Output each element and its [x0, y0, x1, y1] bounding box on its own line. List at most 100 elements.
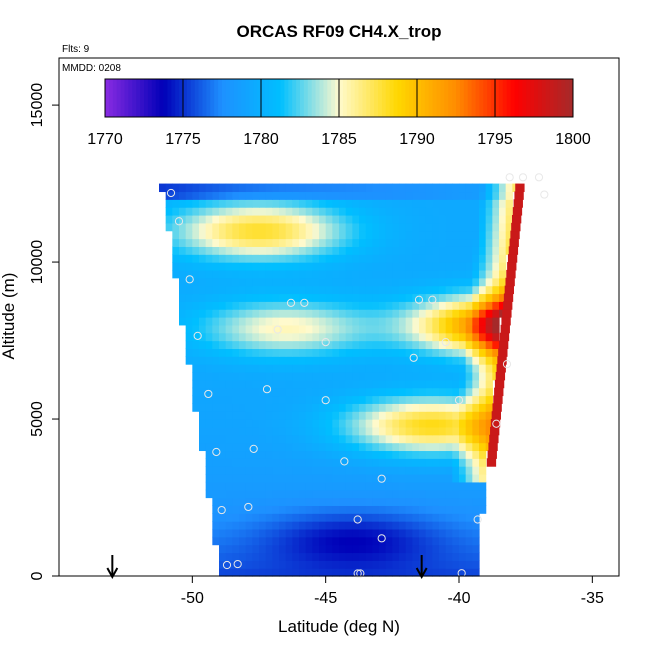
heat-cell [279, 340, 287, 349]
heat-cell [379, 340, 387, 349]
heat-cell [359, 199, 367, 208]
heat-cell [319, 364, 327, 373]
heat-cell [252, 191, 260, 200]
heat-cell [252, 246, 260, 255]
colorbar-segment [428, 79, 434, 117]
heat-cell [232, 230, 240, 240]
heat-cell [339, 403, 347, 412]
heat-cell [492, 317, 500, 326]
heat-cell [239, 301, 247, 310]
heat-cell [399, 497, 407, 506]
heat-cell [365, 262, 373, 271]
colorbar-segment [561, 79, 566, 117]
heat-cell [359, 497, 367, 506]
heat-cell [432, 481, 440, 491]
heat-cell [225, 450, 233, 459]
heat-cell [365, 317, 373, 326]
heat-cell [439, 552, 447, 561]
heat-cell [332, 371, 340, 381]
heat-cell [392, 434, 400, 444]
heat-cell [319, 246, 327, 255]
heat-cell [499, 238, 507, 247]
heat-cell [339, 332, 347, 342]
heat-cell [225, 199, 233, 208]
heat-cell [332, 277, 340, 287]
heat-cell [265, 568, 273, 577]
heat-cell [172, 183, 180, 193]
heat-cell [325, 183, 333, 193]
heat-cell [505, 199, 513, 208]
heat-cell [325, 466, 333, 475]
heat-cell [452, 309, 460, 318]
heat-cell [445, 505, 453, 514]
heat-cell [265, 552, 273, 561]
heat-cell [465, 230, 473, 240]
heat-cell [425, 528, 433, 538]
heat-cell [339, 552, 347, 561]
colorbar-segment [116, 79, 122, 117]
heat-cell [445, 403, 453, 412]
heat-cell [452, 183, 460, 193]
heat-cell [205, 324, 213, 334]
heat-cell [345, 489, 353, 499]
heat-cell [325, 340, 333, 349]
heat-cell [372, 481, 380, 491]
heat-cell [385, 560, 393, 569]
heat-cell [319, 403, 327, 412]
heat-cell [199, 332, 207, 342]
heat-cell [339, 560, 347, 569]
heat-cell [245, 332, 253, 342]
heat-cell [239, 536, 247, 546]
heat-cell [372, 513, 380, 522]
heat-cell [452, 466, 460, 475]
heat-cell [305, 513, 313, 522]
heat-cell [285, 411, 293, 420]
heat-cell [479, 293, 487, 302]
heat-cell [285, 481, 293, 491]
heat-cell [412, 473, 420, 483]
heat-cell [419, 426, 427, 436]
heat-cell [472, 254, 480, 263]
heat-cell [192, 262, 200, 271]
heat-cell [352, 521, 360, 530]
heat-cell [479, 481, 487, 491]
heat-cell [399, 489, 407, 499]
observation-point [193, 331, 202, 340]
heat-cell [492, 269, 500, 279]
heat-cell [385, 238, 393, 247]
heat-cell [419, 199, 427, 208]
heat-cell [372, 521, 380, 530]
heat-cell [232, 317, 240, 326]
heat-cell [492, 332, 500, 342]
heat-cell [245, 356, 253, 365]
heat-cell [192, 269, 200, 279]
heat-cell [379, 317, 387, 326]
heat-cell [352, 207, 360, 216]
heat-cell [452, 560, 460, 569]
heat-cell [352, 293, 360, 302]
heat-cell [372, 199, 380, 208]
heat-cell [239, 317, 247, 326]
heat-cell [319, 262, 327, 271]
heat-cell-edge [514, 191, 524, 200]
heat-cell [319, 442, 327, 452]
heat-cell [252, 332, 260, 342]
heat-cell [339, 442, 347, 452]
heat-cell [425, 411, 433, 420]
heat-cell [425, 544, 433, 554]
heat-cell [305, 442, 313, 452]
heat-cell [359, 230, 367, 240]
heat-cell [479, 395, 487, 404]
heat-cell [432, 340, 440, 349]
heat-cell [212, 442, 220, 452]
heat-cell [192, 403, 200, 412]
colorbar-segment [218, 79, 223, 117]
heat-cell [492, 356, 500, 365]
heat-cell [185, 348, 193, 357]
heat-cell [212, 254, 220, 263]
heat-cell [232, 293, 240, 302]
heat-cell-edge [494, 387, 504, 397]
heat-cell [259, 395, 267, 404]
heat-cell [352, 317, 360, 326]
heat-cell [485, 238, 493, 247]
